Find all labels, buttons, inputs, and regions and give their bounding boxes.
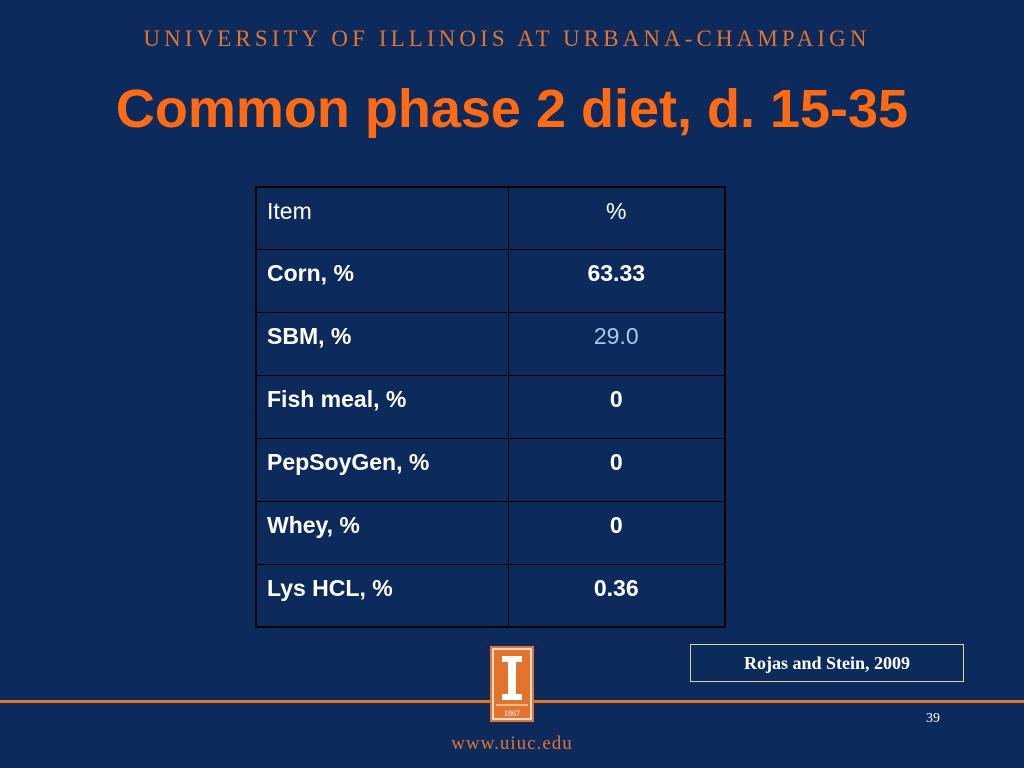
item-cell: Whey, % [255,500,509,565]
footer-url: www.uiuc.edu [451,733,573,754]
item-cell: PepSoyGen, % [255,437,509,502]
table-row: Lys HCL, % 0.36 [255,563,726,628]
value-cell: 0 [507,437,726,502]
logo-year: 1867 [504,709,520,718]
university-header: UNIVERSITY OF ILLINOIS AT URBANA-CHAMPAI… [143,26,871,51]
header-value-cell: % [507,186,726,251]
item-cell: Lys HCL, % [255,563,509,628]
header-item-cell: Item [255,186,509,251]
table-row: Corn, % 63.33 [255,249,726,314]
item-cell: SBM, % [255,312,509,377]
table-row: SBM, % 29.0 [255,312,726,377]
citation-box: Rojas and Stein, 2009 [690,644,964,682]
value-cell: 0 [507,500,726,565]
university-logo-icon: 1867 [490,646,534,722]
value-cell: 0 [507,375,726,439]
page-number: 39 [926,711,940,726]
value-cell: 0.36 [507,563,726,628]
value-cell: 29.0 [507,312,726,377]
item-cell: Fish meal, % [255,375,509,439]
item-cell: Corn, % [255,249,509,314]
table-header-row: Item % [255,186,726,251]
table-row: Whey, % 0 [255,500,726,565]
value-cell: 63.33 [507,249,726,314]
diet-table: Item % Corn, % 63.33 SBM, % 29.0 Fish me… [255,186,726,628]
table-row: PepSoyGen, % 0 [255,437,726,502]
table-row: Fish meal, % 0 [255,375,726,439]
slide-title: Common phase 2 diet, d. 15-35 [115,79,909,139]
